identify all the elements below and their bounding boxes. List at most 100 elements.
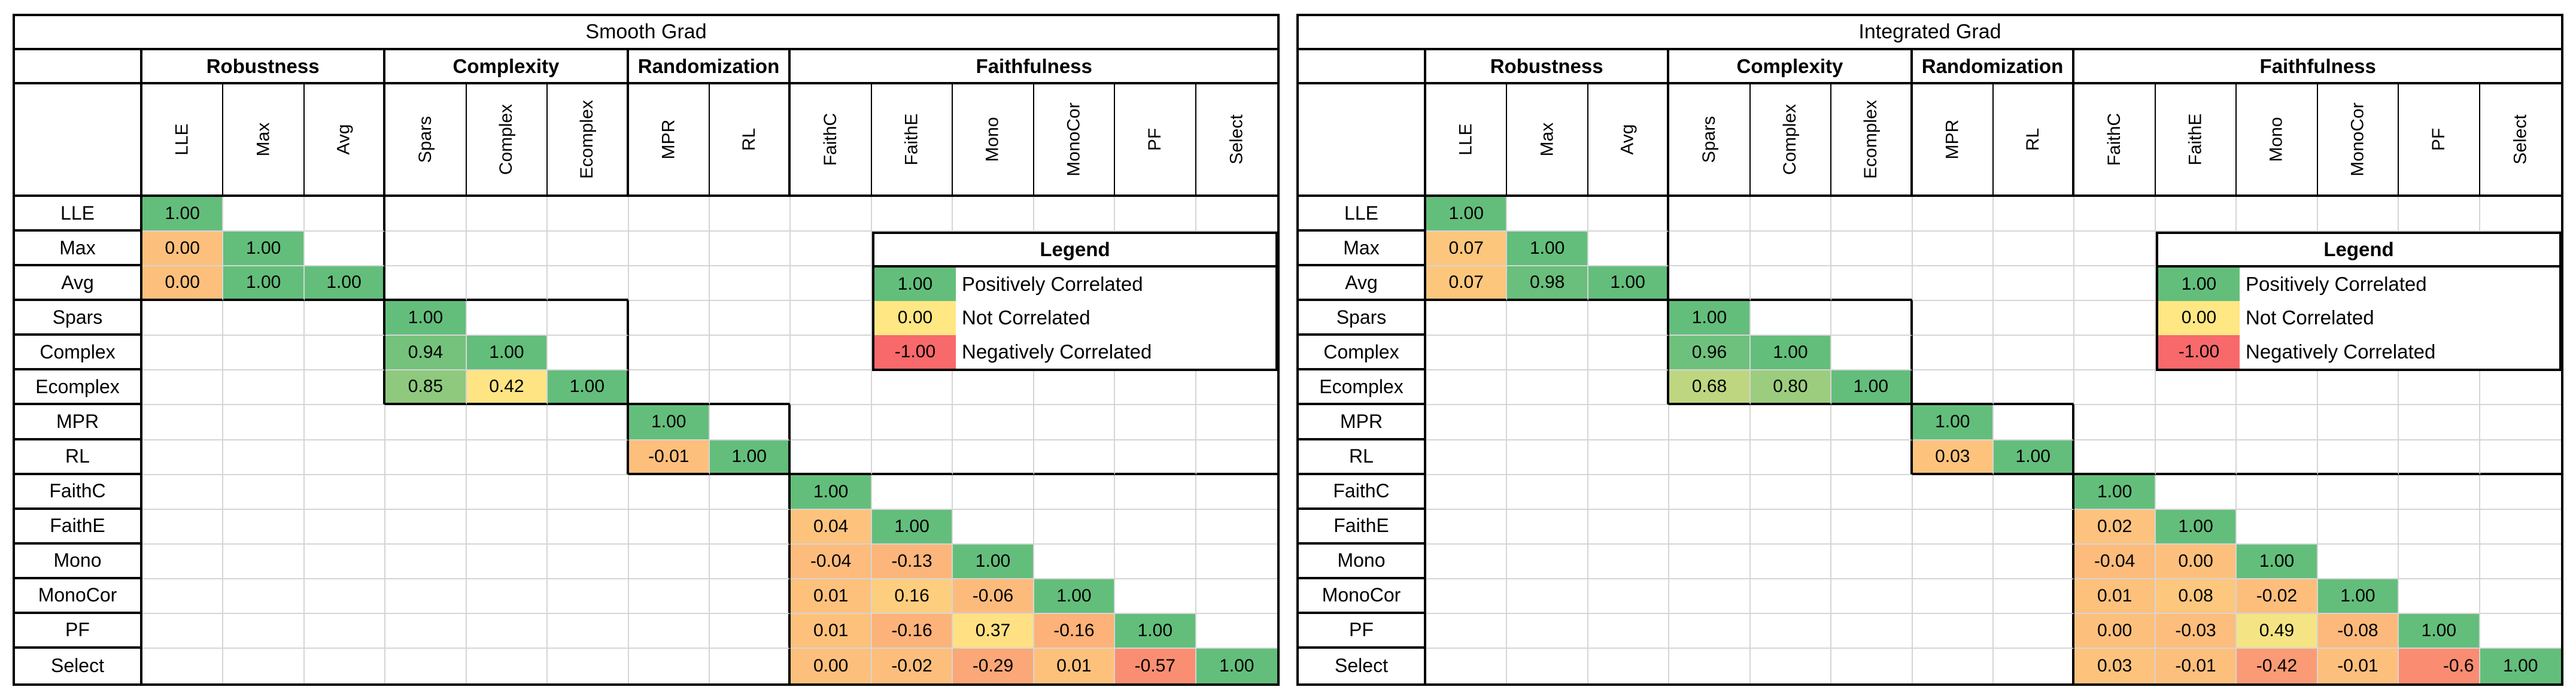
group-header-faithfulness: Faithfulness xyxy=(791,50,1277,84)
matrix-cell xyxy=(142,544,224,579)
matrix-cell xyxy=(142,336,224,371)
matrix-cell xyxy=(305,648,386,683)
matrix-cell xyxy=(1588,197,1670,232)
matrix-cell xyxy=(223,336,305,371)
matrix-cell xyxy=(791,232,872,267)
matrix-cell xyxy=(385,613,467,649)
matrix-cell xyxy=(1994,370,2075,406)
matrix-cell xyxy=(628,613,710,649)
col-header-label: MonoCor xyxy=(2347,102,2368,177)
legend-entry: 0.00 Not Correlated xyxy=(2158,301,2559,335)
matrix-cell xyxy=(628,509,710,545)
matrix-cell xyxy=(304,232,386,267)
matrix-cell xyxy=(710,336,791,371)
matrix-cell xyxy=(1669,509,1751,545)
matrix-cell xyxy=(1669,544,1751,579)
col-header-lle: LLE xyxy=(142,84,224,197)
matrix-cell xyxy=(304,336,386,371)
matrix-cell: 1.00 xyxy=(1750,336,1832,371)
matrix-cell xyxy=(223,613,305,649)
matrix-cell xyxy=(223,475,305,510)
row-label-monocor: MonoCor xyxy=(1299,579,1426,614)
matrix-cell xyxy=(1669,232,1751,267)
matrix-cell xyxy=(1426,475,1508,510)
matrix-cell xyxy=(2317,370,2399,406)
matrix-cell xyxy=(304,370,386,406)
col-header-avg: Avg xyxy=(304,84,386,197)
matrix-cell xyxy=(1588,579,1670,614)
matrix-cell xyxy=(1426,648,1508,683)
matrix-cell xyxy=(1588,544,1670,579)
matrix-cell xyxy=(466,232,548,267)
matrix-cell: 0.04 xyxy=(791,509,872,545)
matrix-cell: 1.00 xyxy=(2074,475,2156,510)
matrix-cell xyxy=(1196,405,1277,440)
matrix-cell xyxy=(223,579,305,614)
matrix-cell xyxy=(142,301,224,336)
matrix-cell xyxy=(223,544,305,579)
matrix-cell xyxy=(2237,370,2318,406)
matrix-cell xyxy=(628,336,710,371)
matrix-cell: 1.00 xyxy=(385,301,467,336)
matrix-cell xyxy=(1831,648,1913,683)
col-header-rl: RL xyxy=(1994,84,2075,197)
matrix-cell xyxy=(385,197,467,232)
group-header-randomization: Randomization xyxy=(628,50,791,84)
row-label-faithc: FaithC xyxy=(15,475,142,510)
matrix-cell xyxy=(1669,440,1751,475)
matrix-cell xyxy=(1034,197,1116,232)
group-header-complexity: Complexity xyxy=(1669,50,1913,84)
matrix-cell xyxy=(548,613,629,649)
matrix-cell xyxy=(142,405,224,440)
matrix-cell xyxy=(1750,544,1832,579)
matrix-cell xyxy=(1912,579,1994,614)
matrix-cell xyxy=(1034,370,1116,406)
matrix-cell xyxy=(1669,266,1751,302)
matrix-cell xyxy=(385,544,467,579)
matrix-cell xyxy=(871,405,953,440)
matrix-cell: -0.16 xyxy=(871,613,953,649)
matrix-cell: 1.00 xyxy=(1507,232,1588,267)
matrix-cell xyxy=(466,579,548,614)
legend-entry-label: Positively Correlated xyxy=(2246,273,2427,296)
matrix-cell xyxy=(1196,545,1277,579)
matrix-cell xyxy=(1588,613,1670,649)
matrix-cell xyxy=(548,405,629,440)
matrix-cell: 1.00 xyxy=(1426,197,1508,232)
matrix-cell xyxy=(628,301,710,336)
matrix-cell xyxy=(142,509,224,545)
matrix-cell xyxy=(628,544,710,579)
matrix-cell xyxy=(710,405,791,440)
matrix-cell xyxy=(953,370,1034,406)
col-header-select: Select xyxy=(2480,84,2561,197)
col-header-label: Avg xyxy=(333,124,354,155)
matrix-cell xyxy=(2480,579,2561,614)
col-header-pf: PF xyxy=(2399,84,2480,197)
matrix-cell xyxy=(1115,370,1196,406)
matrix-cell xyxy=(2155,370,2237,406)
col-header-monocor: MonoCor xyxy=(1034,84,1116,197)
matrix-cell xyxy=(1831,440,1913,475)
matrix-cell xyxy=(1912,613,1994,649)
matrix-cell: 1.00 xyxy=(1115,613,1196,649)
matrix-cell xyxy=(1994,301,2075,336)
matrix-cell xyxy=(2480,405,2561,440)
row-label-ecomplex: Ecomplex xyxy=(15,370,142,406)
matrix-cell xyxy=(2074,370,2156,406)
matrix-cell xyxy=(1913,648,1994,683)
matrix-cell xyxy=(2074,232,2156,267)
matrix-cell xyxy=(304,509,386,545)
row-label-ecomplex: Ecomplex xyxy=(1299,370,1426,406)
col-header-label: FaithE xyxy=(901,113,922,166)
legend-entry: 1.00 Positively Correlated xyxy=(874,268,1275,302)
matrix-cell xyxy=(1912,266,1994,302)
matrix-cell xyxy=(1196,370,1277,406)
matrix-cell: 1.00 xyxy=(142,197,224,232)
matrix-cell xyxy=(385,440,467,475)
matrix-cell xyxy=(1994,613,2075,649)
matrix-cell xyxy=(1588,370,1670,406)
matrix-cell xyxy=(385,509,467,545)
matrix-cell: 0.08 xyxy=(2155,579,2237,614)
matrix-cell xyxy=(304,475,386,510)
row-label-max: Max xyxy=(15,232,142,267)
